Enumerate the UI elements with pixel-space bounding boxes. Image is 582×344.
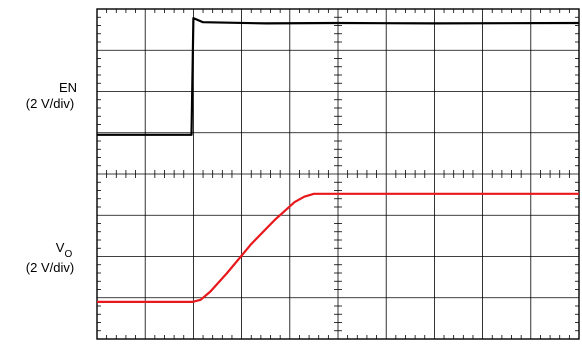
- ch2-label-subscript: O: [64, 249, 72, 260]
- ch1-scale: (2 V/div): [26, 96, 74, 111]
- ch2-scale: (2 V/div): [26, 260, 74, 275]
- ch2-label-main: V: [56, 240, 65, 255]
- ch2-label: VO: [56, 240, 73, 260]
- plot-grid: [97, 9, 579, 339]
- ch1-label: EN: [59, 80, 77, 95]
